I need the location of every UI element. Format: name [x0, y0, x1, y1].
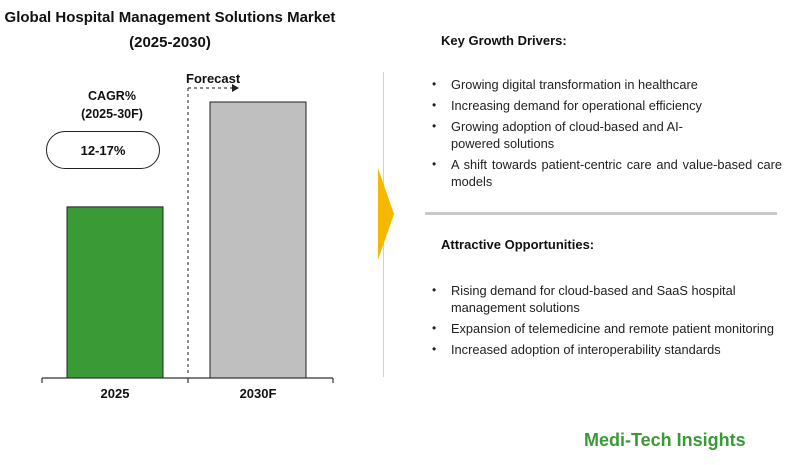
brand-logo-text: Medi-Tech Insights	[584, 430, 746, 450]
x-tick-label-2025: 2025	[101, 386, 130, 401]
bars-group	[66, 101, 307, 379]
bar-2025	[66, 206, 164, 379]
list-item: Growing adoption of cloud-based and AI-p…	[430, 118, 782, 152]
forecast-arrow-head	[232, 84, 239, 92]
attractive-opportunities-title: Attractive Opportunities:	[441, 237, 595, 252]
section-divider	[425, 212, 777, 215]
chart-title-line1: Global Hospital Management Solutions Mar…	[4, 9, 336, 26]
cagr-label: CAGR% (2025-30F)	[60, 87, 164, 123]
x-tick-labels: 2025 2030F	[101, 386, 277, 401]
list-item: Increased adoption of interoperability s…	[430, 341, 782, 358]
cagr-value-badge: 12-17%	[46, 131, 160, 169]
bar-chart: 2025 2030F	[41, 84, 334, 401]
chart-title-line2: (2025-2030)	[129, 34, 211, 51]
attractive-opportunities-list: Rising demand for cloud-based and SaaS h…	[430, 282, 782, 362]
list-item: Expansion of telemedicine and remote pat…	[430, 320, 782, 337]
list-item: Rising demand for cloud-based and SaaS h…	[430, 282, 782, 316]
key-growth-drivers-title: Key Growth Drivers:	[441, 33, 567, 48]
list-item: Increasing demand for operational effici…	[430, 97, 782, 114]
forecast-label: Forecast	[186, 71, 241, 86]
cagr-label-line1: CAGR%	[88, 89, 136, 103]
arrow-right-icon	[378, 168, 394, 260]
bar-2030f	[209, 101, 307, 379]
key-growth-drivers-list: Growing digital transformation in health…	[430, 76, 782, 194]
list-item: Growing digital transformation in health…	[430, 76, 782, 93]
x-tick-label-2030f: 2030F	[240, 386, 277, 401]
cagr-label-line2: (2025-30F)	[81, 107, 143, 121]
list-item: A shift towards patient-centric care and…	[430, 156, 782, 190]
